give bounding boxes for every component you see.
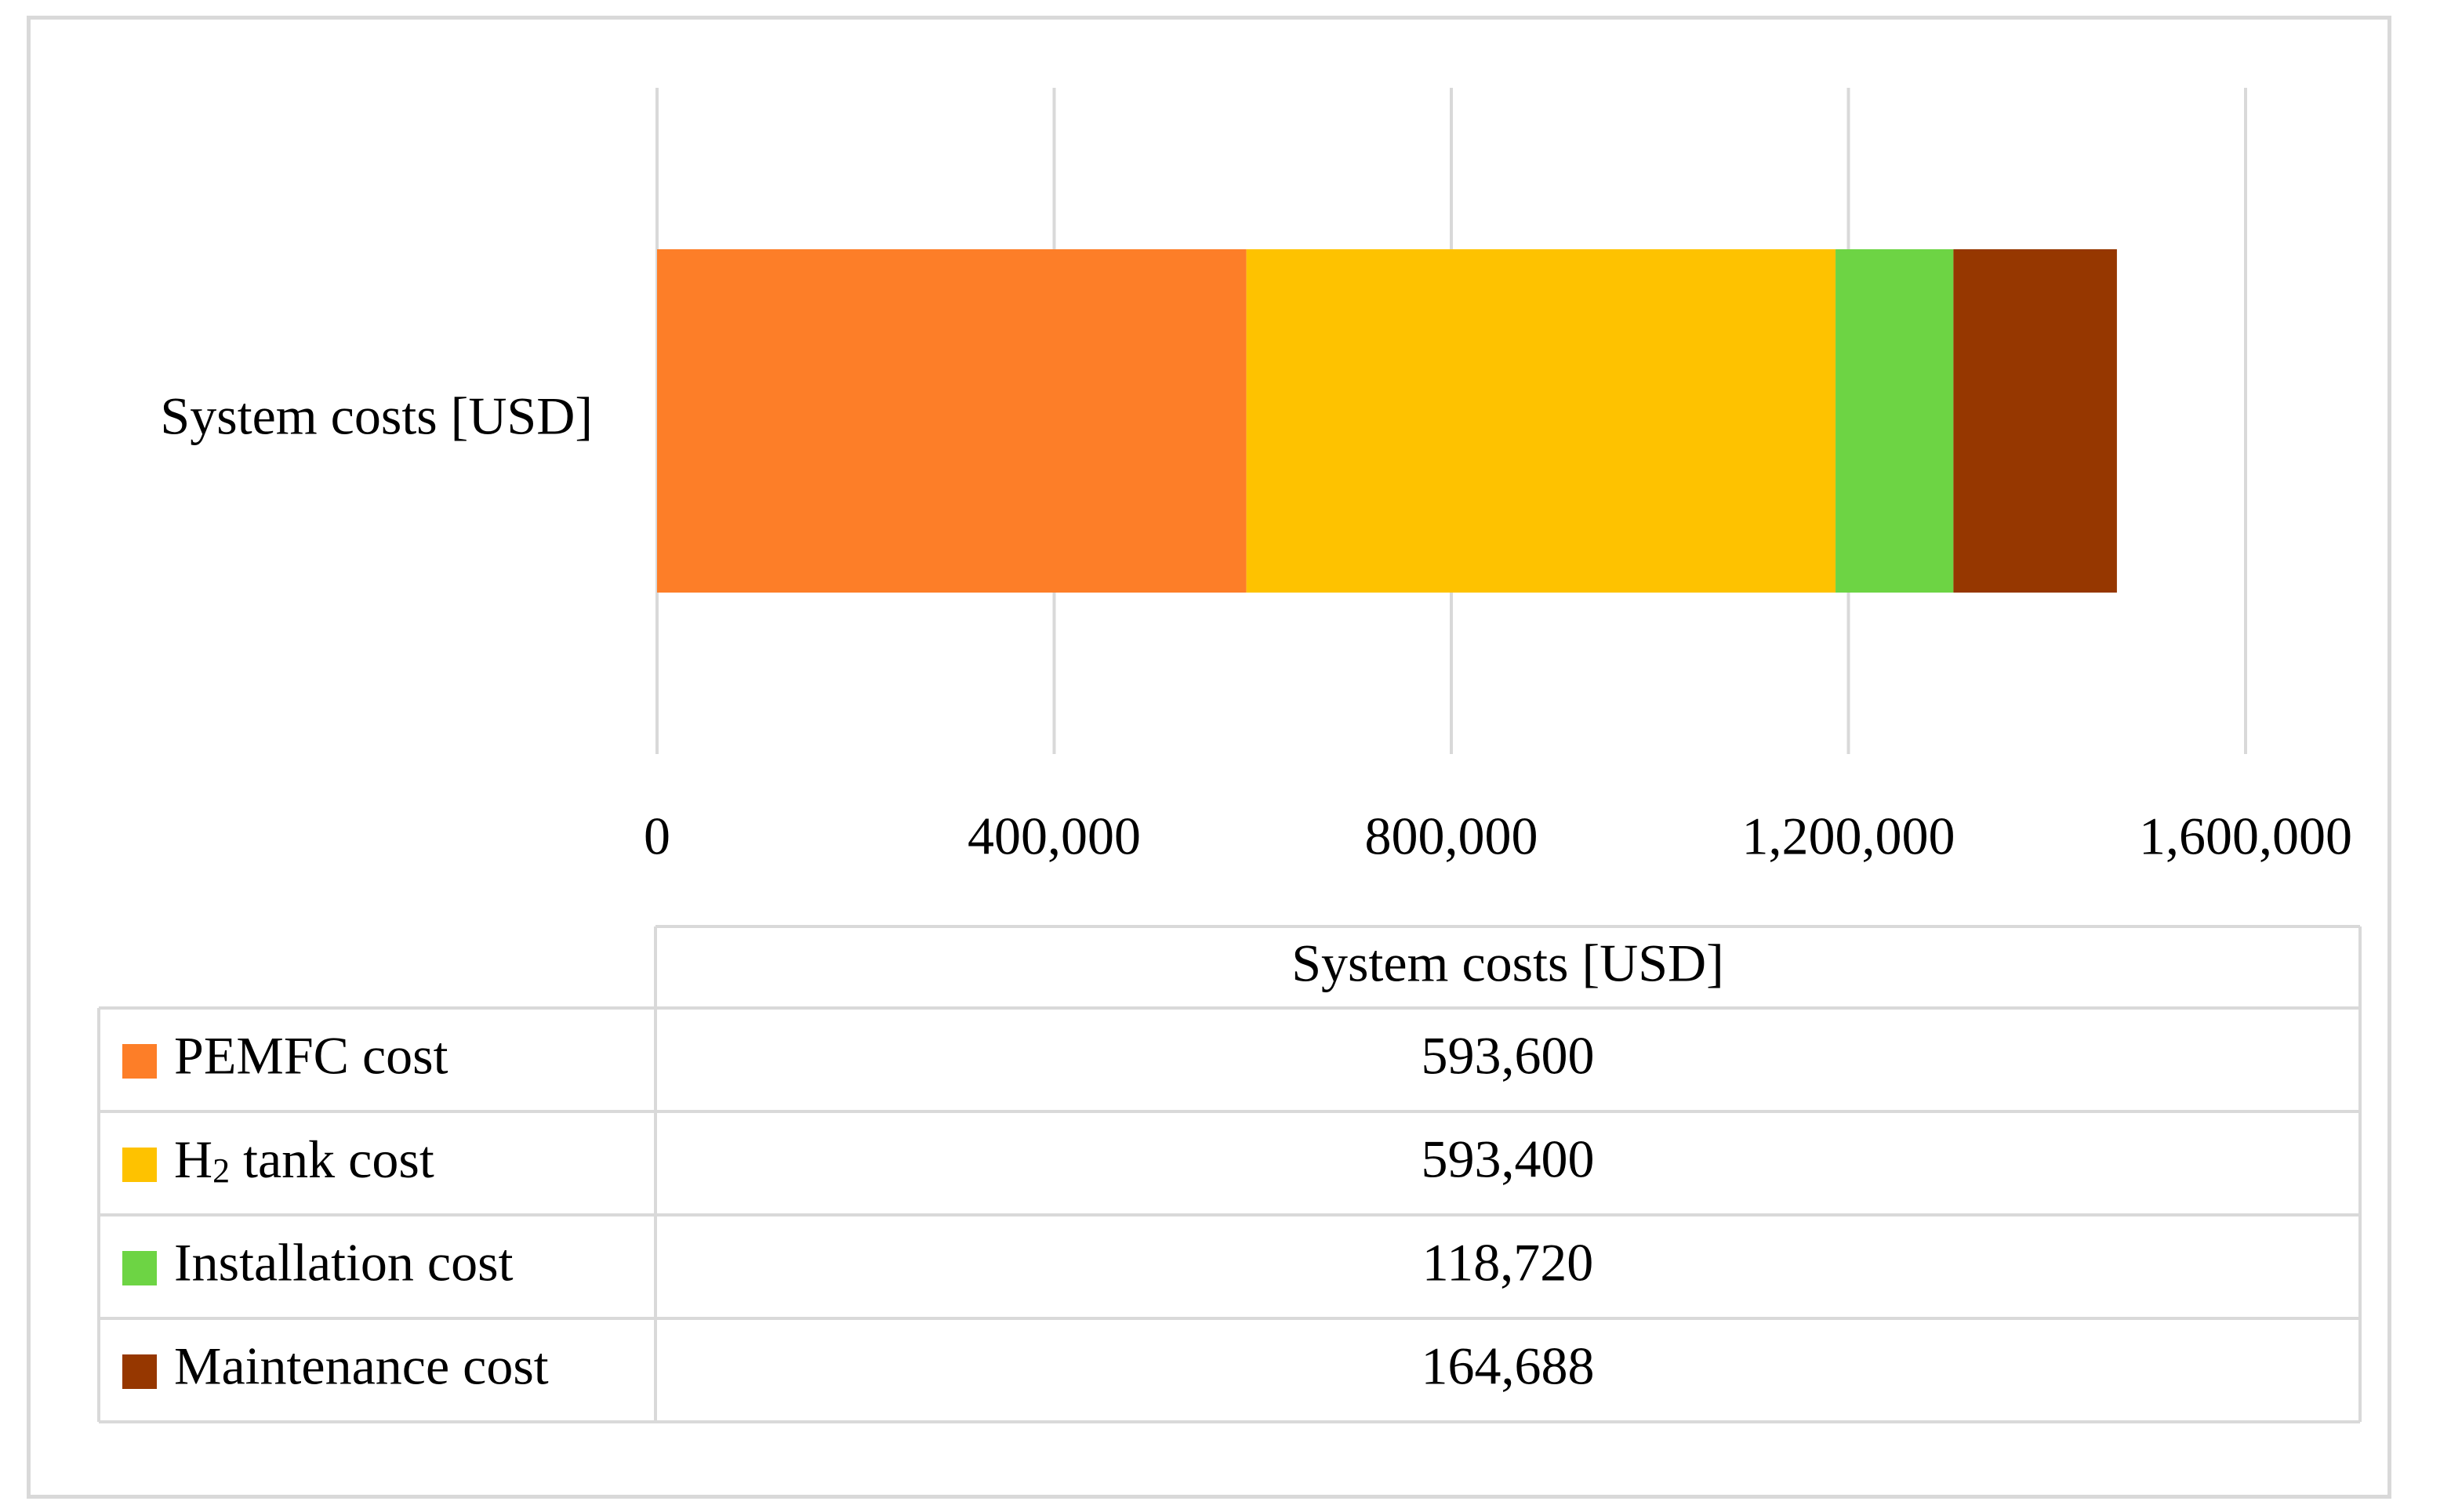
x-tick-label: 800,000 xyxy=(1365,807,1538,866)
x-tick-label: 400,000 xyxy=(968,807,1141,866)
legend-label: Maintenance cost xyxy=(174,1336,549,1396)
legend-swatch xyxy=(122,1354,157,1389)
legend-swatch xyxy=(122,1044,157,1079)
data-label: 593,600 xyxy=(1422,1026,1595,1086)
legend-label: Installation cost xyxy=(174,1233,514,1293)
x-tick-label: 1,600,000 xyxy=(2139,807,2352,866)
data-table: System costs [USD] PEMFC cost 593,600 H2 ta… xyxy=(97,925,2362,1423)
legend-swatch xyxy=(122,1148,157,1182)
x-tick-label: 0 xyxy=(644,807,670,866)
legend-label: H2 tank cost xyxy=(174,1129,434,1190)
data-label: 164,688 xyxy=(1422,1336,1595,1396)
legend-label: PEMFC cost xyxy=(174,1026,448,1086)
bar-segment-1 xyxy=(657,249,1247,593)
data-label: 593,400 xyxy=(1422,1129,1595,1189)
x-tick-label: 1,200,000 xyxy=(1742,807,1955,866)
x-tick-labels: 0 400,000 800,000 1,200,000 1,600,000 xyxy=(644,807,2352,866)
bar-segment-2 xyxy=(1246,249,1836,593)
legend-swatch xyxy=(122,1251,157,1285)
data-label: 118,720 xyxy=(1422,1233,1593,1293)
bar-segment-3 xyxy=(1836,249,1954,593)
category-label: System costs [USD] xyxy=(160,386,593,446)
bar-segment-4 xyxy=(1953,249,2117,593)
table-header: System costs [USD] xyxy=(1291,934,1724,993)
bar-segments xyxy=(657,249,2117,593)
